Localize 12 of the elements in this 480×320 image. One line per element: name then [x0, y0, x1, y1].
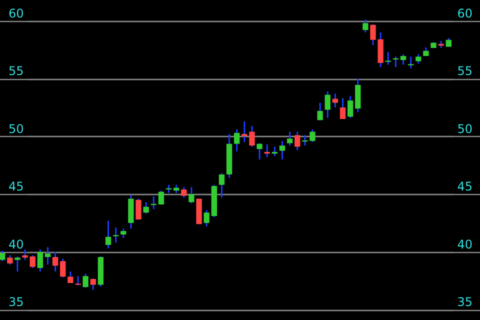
- y2-tick-label: 60: [457, 6, 472, 20]
- y2-tick-label: 35: [457, 295, 472, 310]
- y-tick-label: 35: [8, 295, 24, 310]
- y2-tick-label: 50: [457, 122, 472, 136]
- y2-tick-label: 40: [457, 237, 472, 252]
- y2-tick-label: 55: [457, 64, 472, 78]
- y-tick-label: 60: [8, 6, 24, 20]
- y-tick-label: 55: [8, 64, 24, 78]
- y2-tick-label: 45: [457, 180, 472, 194]
- y-tick-label: 40: [8, 237, 24, 252]
- y-tick-label: 45: [8, 180, 24, 194]
- y-tick-label: 50: [8, 122, 24, 136]
